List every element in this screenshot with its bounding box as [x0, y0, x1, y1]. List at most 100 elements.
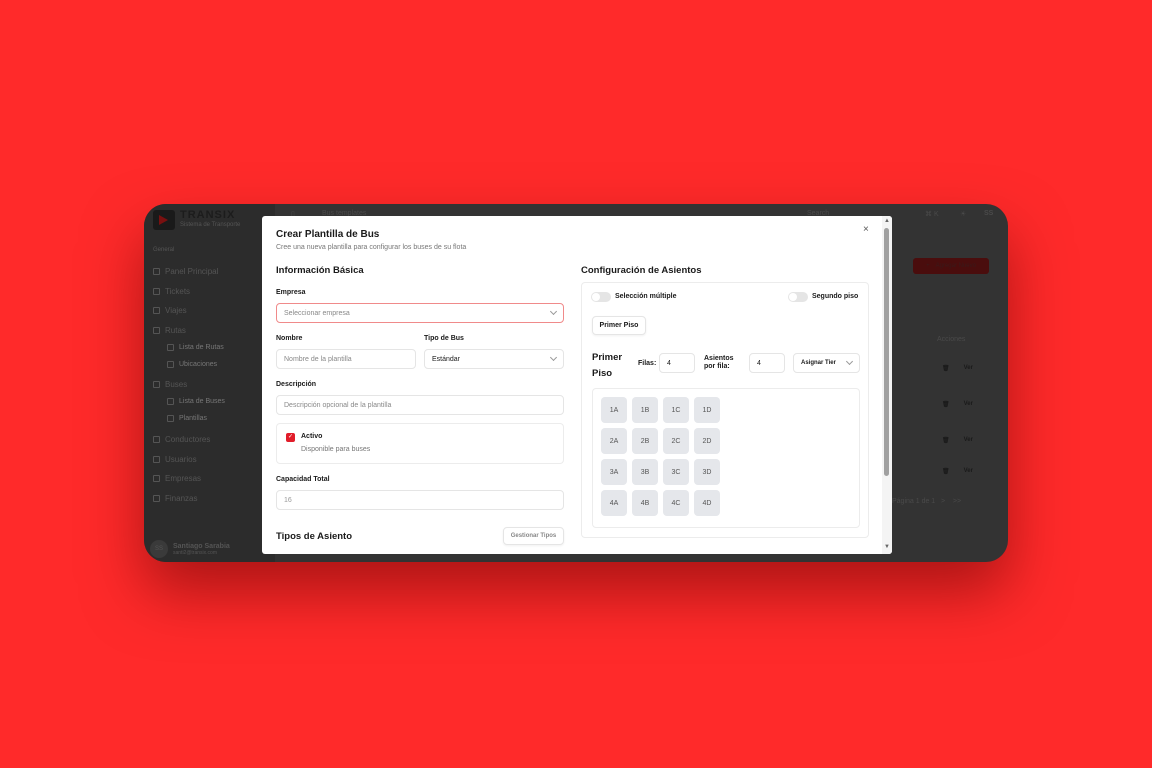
- activo-label: Activo: [301, 433, 323, 440]
- second-floor-toggle[interactable]: [788, 292, 808, 302]
- add-new-label: Agregar Nuevo: [935, 263, 976, 269]
- sidebar-item[interactable]: Panel Principal: [153, 267, 218, 276]
- add-new-button[interactable]: + Agregar Nuevo: [913, 258, 989, 274]
- trash-icon[interactable]: 🗑: [942, 469, 950, 475]
- create-template-dialog: Crear Plantilla de Bus Cree una nueva pl…: [262, 216, 892, 554]
- assign-tier-select[interactable]: Asignar Tier: [793, 353, 860, 373]
- sidebar-item[interactable]: Empresas: [153, 474, 201, 483]
- route-icon: [167, 344, 174, 351]
- view-button[interactable]: Ver: [963, 437, 973, 443]
- rows-label: Filas:: [638, 360, 657, 367]
- view-button[interactable]: Ver: [963, 365, 973, 371]
- tipo-bus-value: Estándar: [432, 355, 461, 363]
- sidebar-item-label: Usuarios: [165, 455, 197, 464]
- view-button[interactable]: Ver: [963, 401, 973, 407]
- chevron-down-icon: [549, 353, 558, 362]
- seats-per-row-input[interactable]: 4: [749, 353, 785, 373]
- seat-button[interactable]: 2A: [601, 428, 627, 454]
- sidebar-item[interactable]: Lista de Rutas: [167, 344, 224, 351]
- descripcion-input[interactable]: Descripción opcional de la plantilla: [276, 395, 564, 415]
- trash-icon[interactable]: 🗑: [942, 402, 950, 408]
- empresa-label: Empresa: [276, 289, 306, 296]
- seat-types-heading: Tipos de Asiento: [276, 531, 353, 542]
- seat-button[interactable]: 2B: [632, 428, 658, 454]
- tab-first-floor[interactable]: Primer Piso: [592, 316, 646, 335]
- sidebar-item[interactable]: Finanzas: [153, 494, 197, 503]
- seat-button[interactable]: 3A: [601, 459, 627, 485]
- seat-button[interactable]: 2C: [663, 428, 689, 454]
- sidebar-item[interactable]: Tickets: [153, 287, 190, 296]
- rows-input[interactable]: 4: [659, 353, 695, 373]
- tipo-bus-select[interactable]: Estándar: [424, 349, 564, 369]
- dialog-title: Crear Plantilla de Bus: [276, 229, 380, 240]
- chevron-down-icon: [549, 307, 558, 316]
- top-bar: ▯ Bus templates Search ⌘ K ☀ SS: [275, 204, 1008, 226]
- nombre-input[interactable]: Nombre de la plantilla: [276, 349, 416, 369]
- sidebar-item[interactable]: Usuarios: [153, 455, 197, 464]
- scrollbar-thumb[interactable]: [884, 228, 889, 476]
- sidebar-item[interactable]: Plantillas: [167, 415, 207, 422]
- seat-button[interactable]: 1B: [632, 397, 658, 423]
- sidebar-item[interactable]: Ubicaciones: [167, 361, 217, 368]
- chevron-down-icon: [845, 357, 854, 366]
- sidebar-item[interactable]: Conductores: [153, 435, 210, 444]
- sidebar-item-label: Lista de Rutas: [179, 344, 224, 351]
- seat-button[interactable]: 4B: [632, 490, 658, 516]
- seat-button[interactable]: 4C: [663, 490, 689, 516]
- last-page-button[interactable]: >>: [952, 498, 962, 505]
- capacidad-label: Capacidad Total: [276, 476, 330, 483]
- seat-button[interactable]: 1C: [663, 397, 689, 423]
- seats-per-row-value: 4: [757, 359, 761, 367]
- brand-subtitle: Sistema de Transporte: [180, 222, 241, 228]
- header-avatar[interactable]: SS: [984, 210, 994, 217]
- users-icon: [153, 456, 160, 463]
- building-icon: [153, 475, 160, 482]
- location-icon: [167, 361, 174, 368]
- seat-button[interactable]: 3C: [663, 459, 689, 485]
- view-button[interactable]: Ver: [963, 468, 973, 474]
- empresa-select[interactable]: Seleccionar empresa: [276, 303, 564, 323]
- user-menu[interactable]: SS Santiago Sarabia santi2@transix.com: [150, 540, 230, 558]
- user-name: Santiago Sarabia: [173, 542, 230, 550]
- pagination: Página 1 de 1 > >>: [892, 498, 961, 505]
- capacidad-value: 16: [284, 496, 292, 504]
- seat-button[interactable]: 1D: [694, 397, 720, 423]
- wallet-icon: [153, 495, 160, 502]
- sidebar-item-label: Tickets: [165, 287, 191, 296]
- next-page-button[interactable]: >: [941, 498, 946, 505]
- map-icon: [153, 327, 160, 334]
- sidebar-item-label: Plantillas: [179, 415, 208, 422]
- sidebar-item-label: Viajes: [165, 306, 187, 315]
- sidebar-toggle-icon[interactable]: ▯: [291, 211, 295, 218]
- transix-logo: [153, 210, 175, 230]
- table-row-actions: 🗑 Ver: [942, 365, 973, 372]
- seat-button[interactable]: 3B: [632, 459, 658, 485]
- assign-tier-label: Asignar Tier: [801, 360, 836, 366]
- theme-toggle-icon[interactable]: ☀: [960, 211, 967, 218]
- ticket-icon: [153, 288, 160, 295]
- multi-select-toggle[interactable]: [591, 292, 611, 302]
- page-indicator: Página 1 de 1: [892, 498, 936, 505]
- seat-grid: 1A 1B 1C 1D 2A 2B 2C 2D 3A 3B 3C 3D 4A 4B 4C 4D: [592, 388, 860, 528]
- trash-icon[interactable]: 🗑: [942, 366, 950, 372]
- activo-checkbox[interactable]: ✓: [286, 433, 295, 442]
- seat-button[interactable]: 4A: [601, 490, 627, 516]
- multi-select-label: Selección múltiple: [615, 293, 677, 300]
- seat-button[interactable]: 2D: [694, 428, 720, 454]
- sidebar-item[interactable]: Buses: [153, 380, 187, 389]
- scrollbar[interactable]: ▲ ▼: [882, 216, 892, 554]
- sidebar-item[interactable]: Rutas: [153, 326, 186, 335]
- sidebar: TRANSIX Sistema de Transporte General Pa…: [144, 204, 275, 562]
- activo-card: ✓ Activo Disponible para buses: [276, 423, 564, 464]
- seat-button[interactable]: 1A: [601, 397, 627, 423]
- sidebar-item[interactable]: Lista de Buses: [167, 398, 225, 405]
- search-button[interactable]: Search: [807, 210, 830, 217]
- descripcion-placeholder: Descripción opcional de la plantilla: [284, 401, 392, 409]
- seat-button[interactable]: 4D: [694, 490, 720, 516]
- sidebar-item-label: Panel Principal: [165, 267, 219, 276]
- close-icon[interactable]: ×: [863, 224, 869, 235]
- manage-types-button[interactable]: Gestionar Tipos: [503, 527, 564, 545]
- trash-icon[interactable]: 🗑: [942, 438, 950, 444]
- seat-button[interactable]: 3D: [694, 459, 720, 485]
- sidebar-item[interactable]: Viajes: [153, 306, 187, 315]
